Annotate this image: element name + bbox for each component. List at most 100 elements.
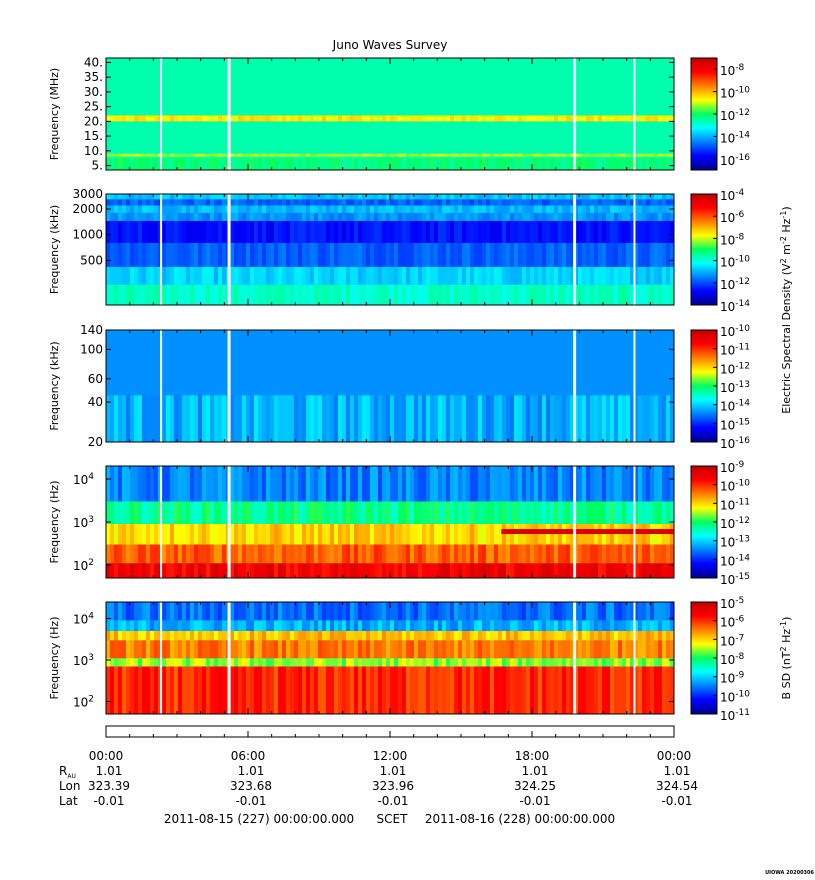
band-cell (194, 115, 199, 122)
band-cell (462, 242, 467, 267)
band-cell (222, 563, 227, 578)
band-cell (474, 640, 479, 659)
band-cell (614, 266, 619, 285)
band-cell (582, 158, 587, 170)
band-cell (458, 544, 463, 564)
band-cell (670, 544, 675, 564)
band-cell (570, 501, 575, 524)
band-cell (542, 205, 547, 213)
band-cell (318, 563, 323, 578)
band-cell (486, 212, 491, 221)
band-cell (146, 658, 151, 667)
band-cell (210, 158, 215, 170)
band-cell (114, 153, 119, 157)
band-cell (430, 205, 435, 213)
band-cell (274, 158, 279, 170)
band-cell (602, 466, 607, 502)
band-cell (202, 466, 207, 502)
band-cell (578, 194, 583, 200)
band-cell (670, 640, 675, 659)
band-cell (602, 153, 607, 157)
band-cell (498, 153, 503, 157)
band-cell (434, 115, 439, 122)
band-cell (498, 563, 503, 578)
band-cell (642, 212, 647, 221)
band-cell (430, 194, 435, 200)
band-cell (378, 158, 383, 170)
band-cell (154, 284, 159, 305)
band-cell (370, 602, 375, 621)
band-cell (510, 194, 515, 200)
band-cell (418, 631, 423, 641)
band-cell (498, 620, 503, 631)
band-cell (670, 153, 675, 157)
band-cell (322, 395, 327, 442)
band-cell (234, 284, 239, 305)
band-cell (522, 205, 527, 213)
band-cell (486, 501, 491, 524)
band-cell (562, 563, 567, 578)
band-cell (578, 640, 583, 659)
band-cell (290, 631, 295, 641)
band-cell (538, 640, 543, 659)
band-cell (554, 242, 559, 267)
colorbar-tick-label: 10-4 (720, 188, 745, 203)
band-cell (590, 194, 595, 200)
band-cell (142, 242, 147, 267)
band-cell (450, 631, 455, 641)
band-cell (238, 220, 243, 243)
band-cell (254, 153, 259, 157)
band-cell (566, 602, 571, 621)
band-cell (314, 395, 319, 442)
band-cell (430, 284, 435, 305)
band-cell (314, 199, 319, 206)
band-cell (470, 666, 475, 714)
band-cell (390, 466, 395, 502)
band-cell (602, 242, 607, 267)
band-cell (614, 158, 619, 170)
band-cell (254, 205, 259, 213)
band-cell (486, 284, 491, 305)
band-cell (222, 158, 227, 170)
band-cell (130, 242, 135, 267)
band-cell (146, 466, 151, 502)
band-cell (298, 153, 303, 157)
band-cell (362, 212, 367, 221)
band-cell (542, 115, 547, 122)
band-cell (374, 640, 379, 659)
band-cell (558, 205, 563, 213)
band-cell (322, 205, 327, 213)
band-cell (246, 602, 251, 621)
band-cell (642, 666, 647, 714)
band-cell (570, 205, 575, 213)
band-cell (134, 658, 139, 667)
band-cell (630, 395, 635, 442)
band-cell (270, 666, 275, 714)
band-cell (562, 205, 567, 213)
band-cell (590, 501, 595, 524)
band-cell (438, 212, 443, 221)
band-cell (342, 544, 347, 564)
band-cell (566, 640, 571, 659)
band-cell (554, 658, 559, 667)
band-cell (170, 501, 175, 524)
band-cell (314, 158, 319, 170)
band-cell (574, 220, 579, 243)
band-cell (358, 395, 363, 442)
band-cell (398, 115, 403, 122)
band-cell (170, 602, 175, 621)
band-cell (582, 466, 587, 502)
band-cell (122, 212, 127, 221)
band-cell (378, 658, 383, 667)
band-cell (650, 266, 655, 285)
band-cell (390, 212, 395, 221)
band-cell (466, 266, 471, 285)
band-cell (122, 115, 127, 122)
band-cell (622, 544, 627, 564)
band-cell (622, 194, 627, 200)
band-cell (154, 194, 159, 200)
band-cell (294, 158, 299, 170)
band-cell (646, 501, 651, 524)
band-cell (518, 640, 523, 659)
band-cell (386, 115, 391, 122)
